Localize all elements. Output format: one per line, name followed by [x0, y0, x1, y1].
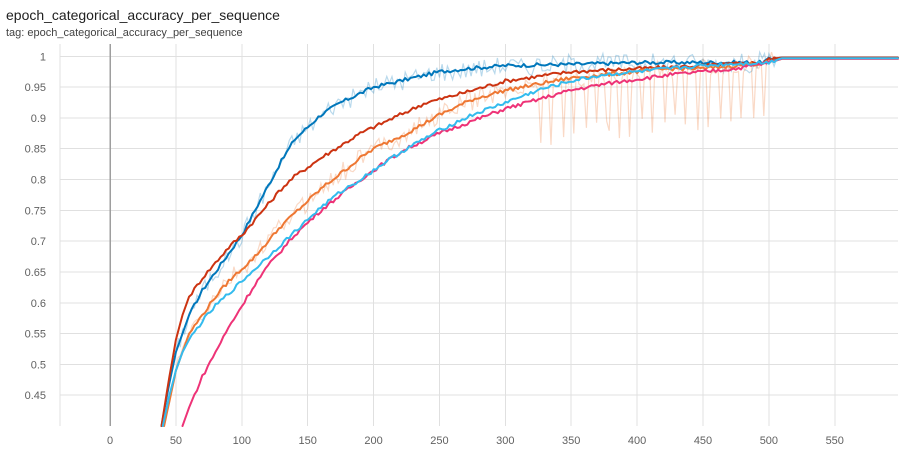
- series-layer: [160, 56, 899, 427]
- y-tick-label: 0.9: [31, 113, 46, 125]
- y-tick-label: 0.65: [25, 267, 46, 279]
- x-tick-label: 100: [233, 435, 251, 447]
- y-tick-label: 0.55: [25, 329, 46, 341]
- y-tick-label: 0.7: [31, 236, 46, 248]
- x-tick-label: 500: [760, 435, 778, 447]
- x-tick-label: 350: [562, 435, 580, 447]
- grid-layer: [59, 44, 898, 426]
- series-line[interactable]: [181, 57, 899, 427]
- series-line[interactable]: [160, 56, 899, 427]
- x-tick-label: 150: [299, 435, 317, 447]
- y-tick-label: 0.8: [31, 175, 46, 187]
- x-tick-label: 400: [628, 435, 646, 447]
- x-tick-label: 550: [826, 435, 844, 447]
- series-raw-line: [163, 51, 898, 427]
- x-tick-label: 450: [694, 435, 712, 447]
- x-tick-label: 300: [496, 435, 514, 447]
- y-tick-label: 0.5: [31, 359, 46, 371]
- series-line[interactable]: [161, 57, 899, 427]
- series-raw-line: [160, 50, 898, 427]
- y-tick-label: 1: [40, 51, 46, 63]
- chart-subtitle: tag: epoch_categorical_accuracy_per_sequ…: [6, 27, 243, 39]
- x-tick-label: 0: [107, 435, 113, 447]
- y-tick-label: 0.95: [25, 82, 46, 94]
- axis-labels-layer: 0.45 0.5 0.55 0.6 0.65 0.7 0.75 0.8 0.85 0.9 0.95 1…: [25, 51, 844, 447]
- chart-title: epoch_categorical_accuracy_per_sequence: [6, 7, 280, 23]
- y-tick-label: 0.75: [25, 205, 46, 217]
- series-line[interactable]: [160, 56, 899, 427]
- series-line[interactable]: [163, 57, 899, 427]
- y-tick-label: 0.6: [31, 298, 46, 310]
- x-tick-label: 50: [170, 435, 182, 447]
- y-tick-label: 0.85: [25, 144, 46, 156]
- raw-series-layer: [160, 50, 898, 427]
- x-tick-label: 200: [364, 435, 382, 447]
- x-tick-label: 250: [430, 435, 448, 447]
- y-tick-label: 0.45: [25, 390, 46, 402]
